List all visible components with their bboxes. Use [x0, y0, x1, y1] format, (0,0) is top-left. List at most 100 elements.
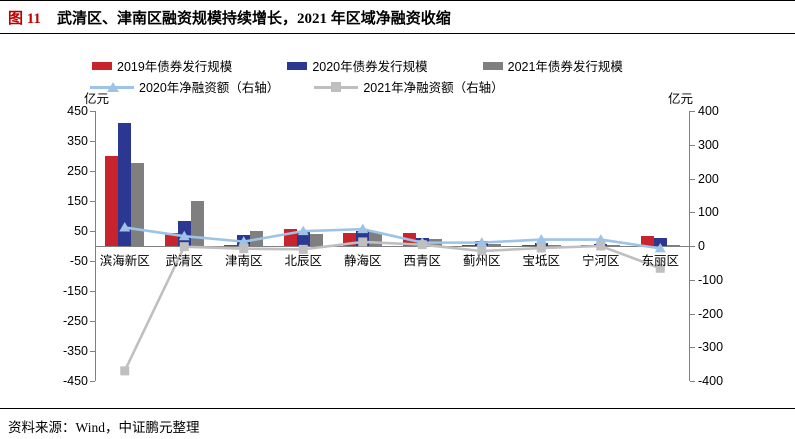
bar-2019-津南区 — [224, 244, 238, 246]
right-axis-tick-label: -300 — [698, 340, 724, 355]
left-axis-tick — [90, 141, 95, 142]
category-label: 宁河区 — [581, 254, 620, 268]
square-marker-icon — [239, 244, 249, 254]
left-axis-tick-label: -350 — [62, 344, 88, 358]
right-axis-tick — [690, 246, 695, 247]
left-axis-tick — [90, 231, 95, 232]
triangle-marker-icon — [535, 234, 547, 244]
line-series-layer — [119, 221, 666, 376]
left-axis-tick-label: 450 — [67, 104, 88, 118]
square-marker-icon — [120, 366, 130, 376]
bar-2019-滨海新区 — [105, 156, 119, 246]
legend-item: 2020年债券发行规模 — [287, 56, 428, 75]
left-axis-tick-label: -150 — [62, 284, 88, 298]
square-marker-icon — [331, 81, 342, 92]
left-axis-tick — [90, 381, 95, 382]
right-axis-tick-label: -100 — [698, 272, 724, 287]
category-label: 武清区 — [165, 254, 203, 268]
line-2020 — [124, 226, 661, 250]
right-axis-tick-label: 400 — [698, 104, 719, 118]
category-label: 东丽区 — [641, 254, 679, 268]
left-axis-tick — [90, 261, 95, 262]
left-axis-unit-label: 亿元 — [84, 92, 110, 106]
right-axis-tick — [690, 279, 695, 281]
right-axis-tick-label: 200 — [698, 171, 719, 186]
right-axis-tick-label: 300 — [698, 137, 719, 152]
left-axis-tick-label: -50 — [69, 254, 88, 268]
legend-bar-swatch-icon — [287, 61, 308, 70]
square-marker-icon — [358, 237, 368, 247]
bar-2021-武清区 — [190, 201, 204, 246]
bar-2019-蓟州区 — [462, 244, 476, 246]
right-axis-tick — [690, 313, 695, 315]
category-label: 宝坻区 — [522, 254, 560, 268]
right-axis-tick — [690, 178, 695, 180]
triangle-marker-icon — [238, 236, 250, 246]
legend-label: 2020年净融资额（右轴） — [139, 81, 280, 95]
category-label: 蓟州区 — [462, 254, 501, 268]
bar-2019-东丽区 — [640, 235, 654, 246]
category-label: 津南区 — [224, 254, 263, 268]
bar-2021-蓟州区 — [488, 243, 502, 246]
triangle-marker-icon — [297, 225, 309, 236]
plot-area — [95, 111, 690, 381]
right-axis-tick-label: 0 — [698, 239, 705, 253]
legend-label: 2020年债券发行规模 — [312, 60, 428, 74]
square-marker-icon — [179, 242, 189, 252]
left-axis-tick — [90, 351, 95, 352]
bar-2021-北辰区 — [309, 234, 323, 246]
category-label: 北辰区 — [284, 254, 322, 268]
square-marker-icon — [477, 246, 487, 256]
bar-2021-东丽区 — [666, 244, 680, 246]
square-marker-icon — [655, 263, 665, 273]
bar-2020-滨海新区 — [118, 123, 132, 246]
bar-2019-宝坻区 — [521, 244, 535, 246]
right-axis-tick-label: 100 — [698, 205, 719, 220]
legend-label: 2019年债券发行规模 — [117, 60, 233, 74]
triangle-marker-icon — [119, 221, 131, 232]
x-axis-zero-line — [95, 246, 690, 247]
chart-legend-row-bars: 2019年债券发行规模 2020年债券发行规模 2021年债券发行规模 — [92, 56, 623, 75]
right-axis-tick — [690, 144, 695, 146]
right-axis-tick-label: -200 — [698, 306, 724, 321]
legend-label: 2021年净融资额（右轴） — [363, 81, 504, 95]
left-axis-tick-label: 250 — [67, 164, 88, 178]
triangle-marker-icon — [476, 237, 488, 247]
left-axis-tick-label: -250 — [62, 314, 88, 328]
source-note: 资料来源：Wind，中证鹏元整理 — [0, 408, 795, 436]
left-axis-tick-label: 350 — [67, 134, 88, 148]
line-2021 — [123, 240, 661, 372]
right-axis-tick — [690, 381, 695, 382]
legend-line-swatch-icon — [314, 81, 359, 93]
legend-item: 2020年净融资额（右轴） — [90, 77, 279, 96]
right-axis-unit-label: 亿元 — [668, 92, 694, 106]
triangle-marker-icon — [178, 230, 190, 241]
right-axis-tick-label: -400 — [698, 374, 724, 388]
legend-bar-swatch-icon — [92, 61, 112, 70]
legend-bar-swatch-icon — [482, 61, 503, 70]
triangle-marker-icon — [595, 234, 607, 244]
triangle-marker-icon — [107, 81, 119, 92]
square-marker-icon — [298, 244, 308, 254]
square-marker-icon — [536, 243, 546, 253]
left-axis-tick-label: 50 — [74, 224, 88, 238]
legend-item: 2021年债券发行规模 — [482, 56, 623, 75]
figure-title: 武清区、津南区融资规模持续增长，2021 年区域净融资收缩 — [56, 11, 451, 27]
right-axis-tick — [690, 347, 695, 349]
right-axis-tick — [690, 111, 695, 112]
square-marker-icon — [596, 241, 606, 251]
chart-legend-row-lines: 2020年净融资额（右轴） 2021年净融资额（右轴） — [90, 77, 504, 96]
left-axis-tick — [90, 201, 95, 202]
legend-line-swatch-icon — [90, 81, 134, 93]
legend-item: 2021年净融资额（右轴） — [314, 77, 504, 96]
triangle-marker-icon — [357, 223, 369, 234]
left-axis-tick-label: -450 — [62, 374, 88, 388]
figure-header: 图 11 武清区、津南区融资规模持续增长，2021 年区域净融资收缩 — [0, 0, 795, 34]
legend-item: 2019年债券发行规模 — [92, 56, 232, 75]
figure-number: 图 11 — [8, 11, 41, 27]
right-axis-tick — [690, 212, 695, 214]
bar-2020-东丽区 — [653, 238, 667, 246]
category-label: 西青区 — [403, 254, 441, 268]
left-axis-tick — [90, 171, 95, 172]
left-axis-tick — [90, 321, 95, 322]
